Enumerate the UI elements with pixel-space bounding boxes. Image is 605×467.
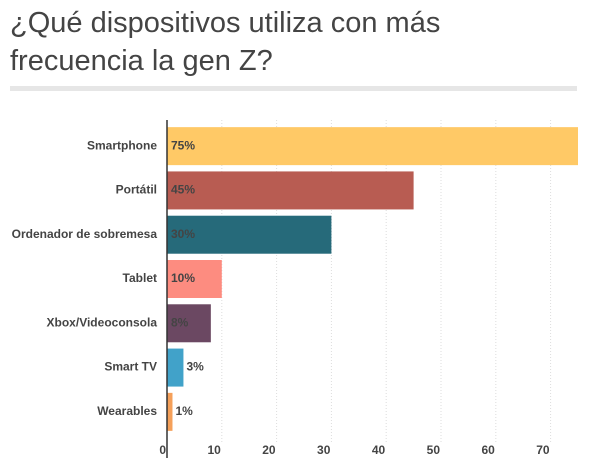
x-tick-label: 70 — [536, 443, 550, 457]
value-label: 45% — [171, 183, 195, 197]
value-label: 30% — [171, 227, 195, 241]
x-tick-label: 60 — [481, 443, 495, 457]
x-tick-label: 10 — [207, 443, 221, 457]
value-label: 10% — [171, 271, 195, 285]
bar — [167, 171, 414, 210]
y-tick-label: Wearables — [97, 404, 157, 418]
bar — [167, 348, 184, 387]
y-tick-label: Smartphone — [87, 138, 157, 152]
y-tick-label: Tablet — [123, 271, 157, 285]
x-tick-label: 30 — [317, 443, 331, 457]
value-label: 75% — [171, 138, 195, 152]
bar — [167, 215, 332, 254]
value-label: 3% — [186, 360, 204, 374]
title-rule — [10, 86, 577, 91]
y-tick-label: Ordenador de sobremesa — [12, 227, 158, 241]
x-tick-label: 20 — [262, 443, 276, 457]
x-tick-label: 50 — [427, 443, 441, 457]
bar — [167, 127, 578, 166]
bar — [167, 260, 222, 298]
bar — [167, 304, 211, 343]
y-tick-label: Portátil — [116, 183, 157, 197]
y-tick-label: Xbox/Videoconsola — [47, 315, 158, 329]
y-tick-label: Smart TV — [104, 360, 157, 374]
value-label: 8% — [171, 315, 189, 329]
chart-title: ¿Qué dispositivos utiliza con más frecue… — [10, 7, 441, 77]
x-tick-label: 0 — [159, 443, 166, 457]
bar — [167, 392, 173, 431]
x-tick-label: 40 — [372, 443, 386, 457]
value-label: 1% — [175, 404, 193, 418]
